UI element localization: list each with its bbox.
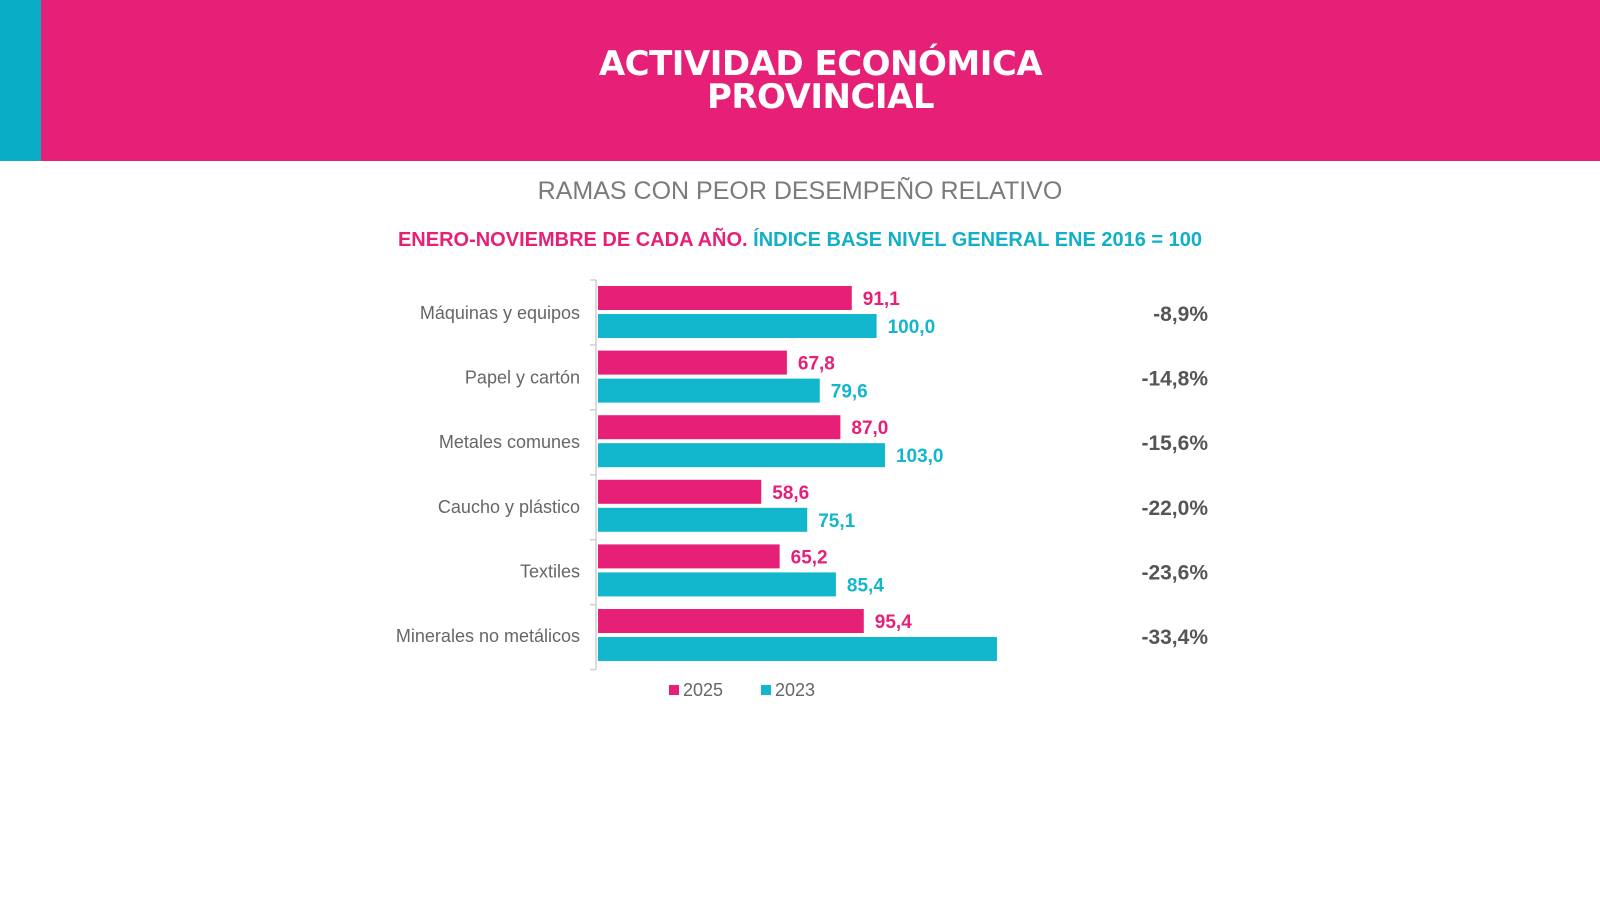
data-label-2025: 87,0 <box>851 418 888 439</box>
legend-swatch-2023 <box>761 685 771 695</box>
chart-title: RAMAS CON PEOR DESEMPEÑO RELATIVO <box>537 177 1063 205</box>
variation-label: -8,9% <box>1153 303 1208 326</box>
bar-2025 <box>598 286 852 310</box>
data-label-2025: 91,1 <box>863 289 900 310</box>
category-label: Minerales no metálicos <box>396 626 580 646</box>
header-banner: ACTIVIDAD ECONÓMICA PROVINCIAL <box>0 0 1600 161</box>
bar-2023 <box>598 572 836 597</box>
data-label-2023: 103,0 <box>896 446 944 467</box>
bar-2025 <box>598 544 780 569</box>
data-label-2025: 67,8 <box>798 354 835 375</box>
bar-2023 <box>598 443 885 468</box>
category-label: Papel y cartón <box>465 368 580 388</box>
category-label: Caucho y plástico <box>438 497 580 517</box>
data-label-2023: 100,0 <box>888 317 936 338</box>
bar-2023 <box>598 507 808 532</box>
data-label-2023: 79,6 <box>831 382 868 403</box>
title-line-2: PROVINCIAL <box>706 77 935 117</box>
bar-2025 <box>598 415 841 440</box>
bar-2025 <box>598 609 864 633</box>
variation-label: -15,6% <box>1141 432 1208 455</box>
bar-2025 <box>598 350 787 375</box>
data-label-2025: 65,2 <box>791 547 828 568</box>
bar-2023 <box>598 378 820 403</box>
legend-label-2025: 2025 <box>683 680 723 700</box>
variation-label: -23,6% <box>1141 561 1208 584</box>
category-label: Metales comunes <box>439 432 580 452</box>
bar-2025 <box>598 479 762 504</box>
bar-2023 <box>598 637 997 661</box>
legend-swatch-2025 <box>669 685 679 695</box>
page-title: ACTIVIDAD ECONÓMICA PROVINCIAL <box>41 44 1600 117</box>
legend-label-2023: 2023 <box>775 680 815 700</box>
subtitle-index: ÍNDICE BASE NIVEL GENERAL ENE 2016 = 100 <box>753 229 1203 251</box>
category-label: Máquinas y equipos <box>420 303 580 323</box>
chart-subtitle: ENERO-NOVIEMBRE DE CADA AÑO. ÍNDICE BASE… <box>0 229 1600 252</box>
subtitle-period: ENERO-NOVIEMBRE DE CADA AÑO. <box>397 229 748 251</box>
category-label: Textiles <box>520 561 580 581</box>
data-label-2023: 85,4 <box>847 575 884 596</box>
bar-2023 <box>598 314 877 338</box>
variation-label: -14,8% <box>1141 368 1208 391</box>
data-label-2025: 95,4 <box>875 612 912 633</box>
data-label-2023: 75,1 <box>818 511 855 532</box>
variation-label: -22,0% <box>1141 497 1208 520</box>
header-accent-bar <box>0 0 41 161</box>
variation-label: -33,4% <box>1141 626 1208 649</box>
data-label-2025: 58,6 <box>772 483 809 504</box>
title-line-1: ACTIVIDAD ECONÓMICA <box>598 44 1043 84</box>
